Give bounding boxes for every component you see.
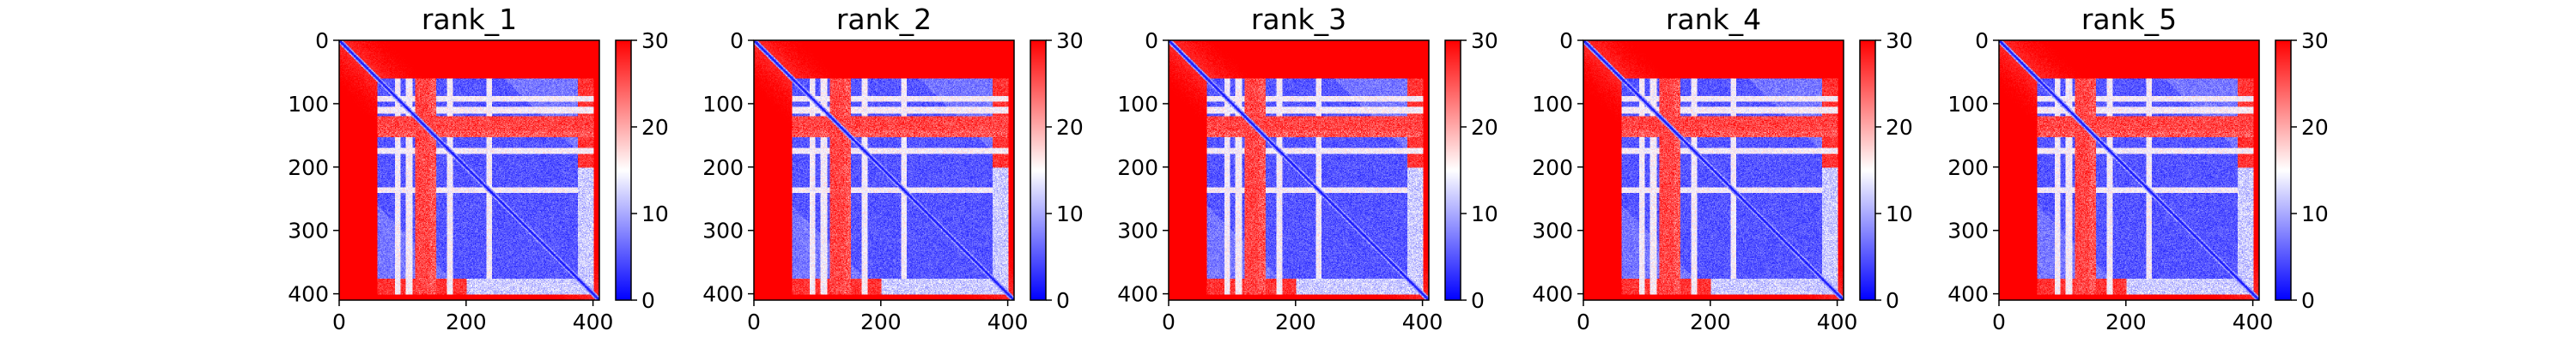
y-tick-label: 200 [288, 155, 329, 180]
y-tick-label: 0 [315, 28, 329, 53]
y-tick-label: 200 [1532, 155, 1573, 180]
x-tick-label: 200 [860, 310, 902, 334]
y-tick-label: 100 [1532, 92, 1573, 117]
colorbar-tick-label: 10 [1886, 202, 1913, 226]
colorbar-tick-label: 20 [1056, 115, 1084, 140]
heatmap-image [1583, 40, 1844, 300]
y-tick-label: 100 [1947, 92, 1989, 117]
y-tick-label: 300 [1117, 219, 1158, 244]
panel-title: rank_3 [1251, 3, 1346, 36]
x-tick-label: 0 [1162, 310, 1176, 334]
colorbar [615, 39, 632, 301]
y-tick-label: 300 [1947, 219, 1989, 244]
colorbar-tick-label: 20 [2301, 115, 2329, 140]
y-tick-label: 300 [702, 219, 744, 244]
colorbar [1030, 39, 1047, 301]
heatmap-image [1169, 40, 1429, 300]
colorbar-tick-label: 10 [641, 202, 669, 226]
x-tick-label: 0 [1577, 310, 1590, 334]
y-tick-label: 400 [1117, 282, 1158, 307]
x-tick-label: 0 [747, 310, 761, 334]
heatmap-image [754, 40, 1014, 300]
colorbar-tick-label: 10 [1471, 202, 1498, 226]
y-tick-label: 200 [702, 155, 744, 180]
x-tick-label: 200 [446, 310, 487, 334]
y-tick-label: 0 [1145, 28, 1158, 53]
colorbar-tick-label: 30 [1056, 28, 1084, 53]
y-tick-label: 200 [1947, 155, 1989, 180]
x-tick-label: 0 [332, 310, 346, 334]
colorbar [2275, 39, 2292, 301]
y-tick-label: 200 [1117, 155, 1158, 180]
colorbar-tick-label: 10 [2301, 202, 2329, 226]
x-tick-label: 200 [2105, 310, 2147, 334]
x-tick-label: 400 [987, 310, 1029, 334]
panel-title: rank_5 [2081, 3, 2177, 36]
colorbar-tick-label: 10 [1056, 202, 1084, 226]
heatmap-frame [1998, 39, 2260, 301]
y-tick-label: 100 [702, 92, 744, 117]
y-tick-label: 0 [730, 28, 744, 53]
heatmap-frame [753, 39, 1015, 301]
heatmap-frame [1583, 39, 1844, 301]
panel-title: rank_4 [1666, 3, 1761, 36]
heatmap-image [339, 40, 599, 300]
colorbar-tick-label: 0 [1471, 288, 1485, 313]
colorbar-tick-label: 30 [1886, 28, 1913, 53]
y-tick-label: 100 [1117, 92, 1158, 117]
colorbar [1859, 39, 1876, 301]
colorbar-tick-label: 20 [1886, 115, 1913, 140]
heatmap-image [1999, 40, 2259, 300]
y-tick-label: 300 [288, 219, 329, 244]
y-tick-label: 400 [1532, 282, 1573, 307]
y-tick-label: 400 [1947, 282, 1989, 307]
colorbar-tick-label: 0 [1056, 288, 1070, 313]
y-tick-label: 400 [288, 282, 329, 307]
colorbar [1444, 39, 1461, 301]
colorbar-tick-label: 0 [2301, 288, 2315, 313]
colorbar-tick-label: 30 [1471, 28, 1498, 53]
colorbar-tick-label: 30 [2301, 28, 2329, 53]
heatmap-frame [1168, 39, 1430, 301]
x-tick-label: 400 [1817, 310, 1858, 334]
y-tick-label: 300 [1532, 219, 1573, 244]
x-tick-label: 200 [1275, 310, 1316, 334]
panel-title: rank_1 [422, 3, 517, 36]
y-tick-label: 400 [702, 282, 744, 307]
colorbar-tick-label: 0 [1886, 288, 1899, 313]
x-tick-label: 0 [1992, 310, 2006, 334]
y-tick-label: 0 [1975, 28, 1989, 53]
x-tick-label: 200 [1690, 310, 1731, 334]
colorbar-tick-label: 20 [641, 115, 669, 140]
x-tick-label: 400 [2233, 310, 2274, 334]
colorbar-tick-label: 30 [641, 28, 669, 53]
colorbar-tick-label: 0 [641, 288, 655, 313]
y-tick-label: 100 [288, 92, 329, 117]
colorbar-tick-label: 20 [1471, 115, 1498, 140]
heatmap-frame [338, 39, 600, 301]
y-tick-label: 0 [1559, 28, 1573, 53]
x-tick-label: 400 [1402, 310, 1443, 334]
x-tick-label: 400 [573, 310, 614, 334]
panel-title: rank_2 [836, 3, 932, 36]
